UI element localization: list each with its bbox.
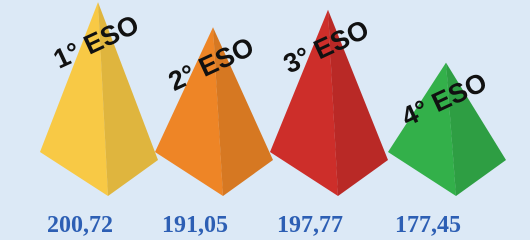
value-label: 200,72 [47, 212, 113, 238]
value-label: 197,77 [277, 212, 343, 238]
value-label: 191,05 [162, 212, 228, 238]
value-label: 177,45 [395, 212, 461, 238]
chart: 1° ESO200,722° ESO191,053° ESO197,774° E… [0, 0, 530, 240]
